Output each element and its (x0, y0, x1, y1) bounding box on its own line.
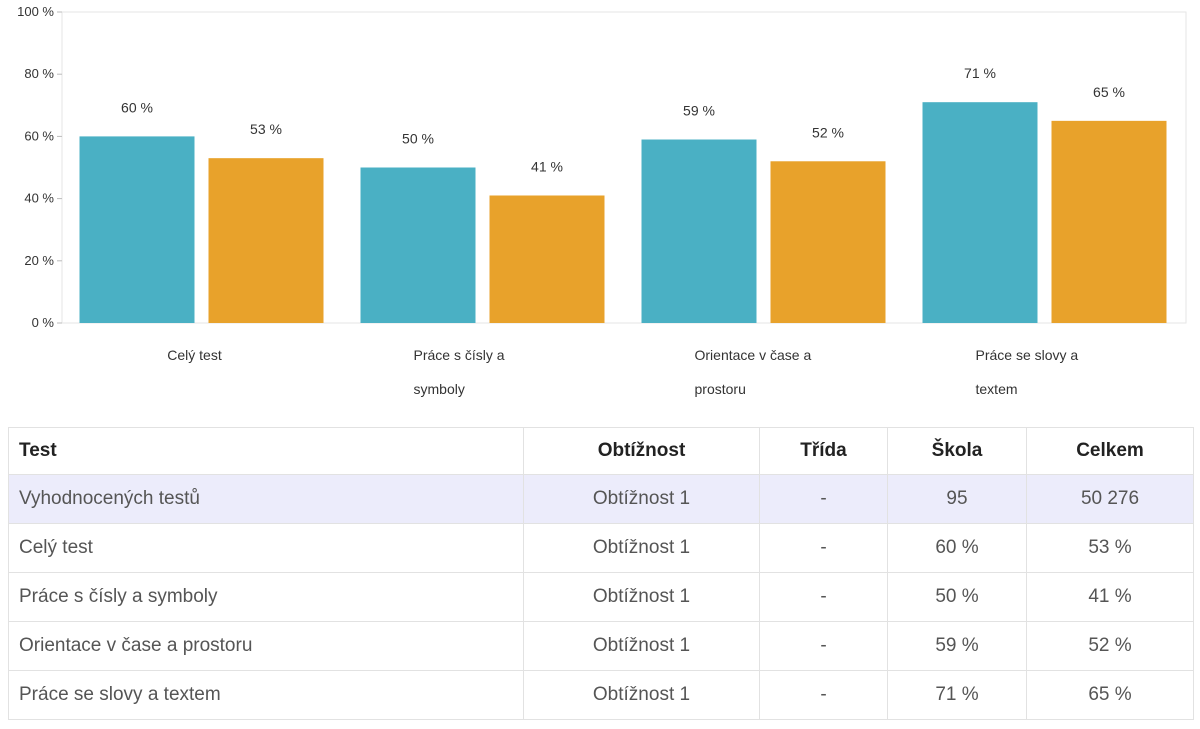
chart-svg: 0 % 20 % 40 % 60 % 80 % 100 % 60 % 53 % Celý tes… (17, 4, 1187, 397)
bar-value-label: 71 % (964, 65, 996, 81)
cell-total: 50 276 (1026, 474, 1194, 524)
plot-area (61, 11, 1187, 324)
cell-school: 71 % (887, 670, 1027, 720)
bar (79, 136, 195, 323)
cell-total: 53 % (1026, 523, 1194, 573)
cell-total: 52 % (1026, 621, 1194, 671)
header-school: Škola (887, 427, 1027, 475)
cell-class: - (759, 474, 888, 524)
cell-difficulty: Obtížnost 1 (523, 670, 760, 720)
cell-school: 95 (887, 474, 1027, 524)
table-header-row: Test Obtížnost Třída Škola Celkem (8, 427, 1194, 475)
cell-test: Práce se slovy a textem (8, 670, 524, 720)
cell-test: Orientace v čase a prostoru (8, 621, 524, 671)
y-tick-label: 0 % (32, 315, 55, 330)
bar-value-label: 60 % (121, 99, 153, 115)
cell-difficulty: Obtížnost 1 (523, 572, 760, 622)
cell-difficulty: Obtížnost 1 (523, 474, 760, 524)
category-label: Orientace v čase a (695, 347, 812, 363)
bar-value-label: 53 % (250, 121, 282, 137)
y-tick-label: 60 % (24, 128, 54, 143)
category-label: symboly (414, 381, 465, 397)
cell-test: Celý test (8, 523, 524, 573)
bar (360, 167, 476, 323)
cell-test: Vyhodnocených testů (8, 474, 524, 524)
bar (208, 158, 324, 323)
bar (922, 102, 1038, 323)
cell-difficulty: Obtížnost 1 (523, 523, 760, 573)
cell-school: 59 % (887, 621, 1027, 671)
cell-test: Práce s čísly a symboly (8, 572, 524, 622)
category-label: Práce s čísly a (414, 347, 505, 363)
table-row: Vyhodnocených testů Obtížnost 1 - 95 50 … (8, 474, 1194, 524)
table-row: Práce s čísly a symboly Obtížnost 1 - 50… (8, 572, 1194, 622)
category-label: Práce se slovy a (976, 347, 1079, 363)
category-label: textem (976, 381, 1018, 397)
header-difficulty: Obtížnost (523, 427, 760, 475)
category-label: prostoru (695, 381, 746, 397)
bar (489, 195, 605, 323)
header-total: Celkem (1026, 427, 1194, 475)
cell-school: 50 % (887, 572, 1027, 622)
cell-class: - (759, 621, 888, 671)
header-test: Test (8, 427, 524, 475)
table-row: Orientace v čase a prostoru Obtížnost 1 … (8, 621, 1194, 671)
category-label: Celý test (167, 347, 222, 363)
bar-value-label: 59 % (683, 103, 715, 119)
results-bar-chart: 0 % 20 % 40 % 60 % 80 % 100 % 60 % 53 % Celý tes… (17, 4, 1187, 397)
cell-school: 60 % (887, 523, 1027, 573)
bar-value-label: 41 % (531, 158, 563, 174)
y-tick-label: 40 % (24, 191, 54, 206)
cell-total: 41 % (1026, 572, 1194, 622)
bar (770, 161, 886, 323)
header-class: Třída (759, 427, 888, 475)
bar (1051, 120, 1167, 323)
y-tick-label: 100 % (17, 4, 54, 19)
cell-difficulty: Obtížnost 1 (523, 621, 760, 671)
table-row: Práce se slovy a textem Obtížnost 1 - 71… (8, 670, 1194, 720)
table-row: Celý test Obtížnost 1 - 60 % 53 % (8, 523, 1194, 573)
bar-value-label: 65 % (1093, 84, 1125, 100)
bar-value-label: 52 % (812, 124, 844, 140)
cell-class: - (759, 523, 888, 573)
y-tick-label: 80 % (24, 66, 54, 81)
y-tick-label: 20 % (24, 253, 54, 268)
cell-class: - (759, 670, 888, 720)
cell-class: - (759, 572, 888, 622)
bar (641, 139, 757, 323)
results-table: Test Obtížnost Třída Škola Celkem Vyhodn… (8, 427, 1194, 720)
bar-value-label: 50 % (402, 131, 434, 147)
cell-total: 65 % (1026, 670, 1194, 720)
